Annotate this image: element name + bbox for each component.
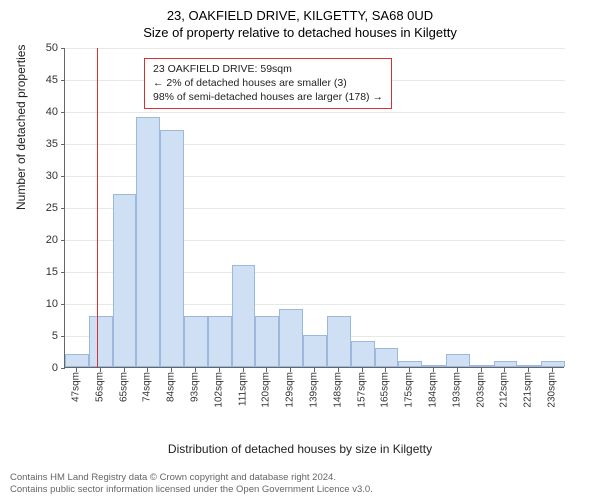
bar xyxy=(136,117,160,367)
bar xyxy=(303,335,327,367)
xtick-label: 230sqm xyxy=(547,372,558,408)
gridline xyxy=(65,48,565,49)
bar xyxy=(517,365,541,367)
ytick-label: 0 xyxy=(52,362,58,374)
bar xyxy=(446,354,470,367)
xtick-label: 221sqm xyxy=(523,372,534,408)
ytick-label: 30 xyxy=(46,170,58,182)
ytick-label: 45 xyxy=(46,74,58,86)
y-axis-label: Number of detached properties xyxy=(14,45,28,210)
xtick-label: 56sqm xyxy=(94,372,105,402)
xtick-label: 165sqm xyxy=(380,372,391,408)
footer-line1: Contains HM Land Registry data © Crown c… xyxy=(10,472,373,484)
ytick-mark xyxy=(61,304,65,305)
bar xyxy=(184,316,208,367)
xtick-label: 120sqm xyxy=(261,372,272,408)
xtick-label: 129sqm xyxy=(285,372,296,408)
bar xyxy=(375,348,399,367)
ytick-label: 25 xyxy=(46,202,58,214)
bar xyxy=(255,316,279,367)
ytick-mark xyxy=(61,240,65,241)
ytick-label: 10 xyxy=(46,298,58,310)
xtick-label: 193sqm xyxy=(451,372,462,408)
xtick-label: 111sqm xyxy=(237,372,248,406)
ytick-mark xyxy=(61,144,65,145)
bar xyxy=(470,365,494,367)
annotation-box: 23 OAKFIELD DRIVE: 59sqm ← 2% of detache… xyxy=(144,58,392,109)
annotation-line3: 98% of semi-detached houses are larger (… xyxy=(153,90,383,104)
xtick-label: 84sqm xyxy=(166,372,177,402)
xtick-label: 212sqm xyxy=(499,372,510,408)
ytick-label: 40 xyxy=(46,106,58,118)
ytick-mark xyxy=(61,208,65,209)
ytick-mark xyxy=(61,112,65,113)
bar xyxy=(494,361,518,367)
annotation-line2: ← 2% of detached houses are smaller (3) xyxy=(153,76,383,90)
xtick-label: 65sqm xyxy=(118,372,129,402)
ytick-label: 50 xyxy=(46,42,58,54)
bar xyxy=(113,194,137,367)
xtick-label: 148sqm xyxy=(332,372,343,408)
xtick-label: 203sqm xyxy=(475,372,486,408)
xtick-label: 102sqm xyxy=(213,372,224,408)
ytick-mark xyxy=(61,272,65,273)
xtick-label: 74sqm xyxy=(142,372,153,402)
bar xyxy=(208,316,232,367)
annotation-line1: 23 OAKFIELD DRIVE: 59sqm xyxy=(153,62,383,76)
bar xyxy=(279,309,303,367)
bar xyxy=(232,265,256,367)
bar xyxy=(160,130,184,367)
ytick-mark xyxy=(61,176,65,177)
ytick-label: 15 xyxy=(46,266,58,278)
x-axis-label: Distribution of detached houses by size … xyxy=(0,442,600,456)
bar xyxy=(398,361,422,367)
ytick-label: 5 xyxy=(52,330,58,342)
footer: Contains HM Land Registry data © Crown c… xyxy=(10,472,373,496)
page-title-desc: Size of property relative to detached ho… xyxy=(0,23,600,40)
reference-line xyxy=(97,48,98,367)
xtick-label: 47sqm xyxy=(70,372,81,402)
xtick-label: 184sqm xyxy=(428,372,439,408)
bar xyxy=(541,361,565,367)
bar xyxy=(89,316,113,367)
bar xyxy=(65,354,89,367)
xtick-label: 157sqm xyxy=(356,372,367,408)
gridline xyxy=(65,112,565,113)
ytick-mark xyxy=(61,368,65,369)
chart: 23 OAKFIELD DRIVE: 59sqm ← 2% of detache… xyxy=(64,48,564,408)
bar xyxy=(422,365,446,367)
bar xyxy=(327,316,351,367)
ytick-mark xyxy=(61,48,65,49)
footer-line2: Contains public sector information licen… xyxy=(10,484,373,496)
xtick-label: 139sqm xyxy=(309,372,320,408)
ytick-label: 20 xyxy=(46,234,58,246)
ytick-mark xyxy=(61,80,65,81)
page-title-address: 23, OAKFIELD DRIVE, KILGETTY, SA68 0UD xyxy=(0,0,600,23)
ytick-mark xyxy=(61,336,65,337)
xtick-label: 175sqm xyxy=(404,372,415,408)
xtick-label: 93sqm xyxy=(189,372,200,402)
ytick-label: 35 xyxy=(46,138,58,150)
bar xyxy=(351,341,375,367)
